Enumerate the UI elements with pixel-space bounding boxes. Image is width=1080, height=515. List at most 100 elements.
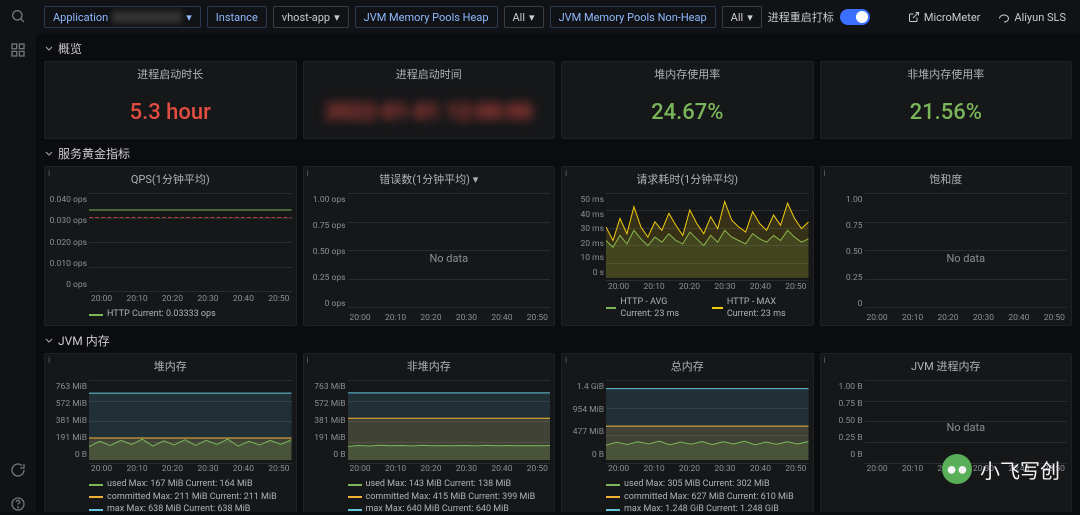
x-tick: 20:40 xyxy=(491,313,512,323)
switch-on[interactable] xyxy=(840,9,870,25)
sls-link[interactable]: Aliyun SLS xyxy=(992,9,1072,26)
heap-all-chip[interactable]: All▾ xyxy=(504,6,544,28)
info-icon[interactable]: i xyxy=(307,356,309,366)
chevron-down-icon: ▾ xyxy=(334,11,340,24)
y-tick: 0 B xyxy=(592,450,604,460)
x-tick: 20:40 xyxy=(491,464,512,474)
instance-value-chip[interactable]: vhost-app▾ xyxy=(273,6,349,28)
x-tick: 20:10 xyxy=(902,464,923,474)
y-tick: 0.25 ops xyxy=(313,273,346,283)
y-tick: 30 ms xyxy=(580,224,604,234)
stat-value-blurred: 2022-01-01 12:00:00 xyxy=(325,100,532,125)
x-tick: 20:00 xyxy=(608,464,629,474)
section-jvm-mem[interactable]: JVM 内存 xyxy=(44,326,1072,353)
search-icon[interactable] xyxy=(10,8,26,24)
micrometer-link[interactable]: MicroMeter xyxy=(902,9,987,26)
y-tick: 0.020 ops xyxy=(50,238,87,248)
x-tick: 20:50 xyxy=(1044,464,1065,474)
chart-panel: i饱和度1.000.750.500.250No data20:0020:1020… xyxy=(820,166,1073,326)
legend-text: HTTP - MAX Current: 23 ms xyxy=(727,296,809,321)
x-tick: 20:20 xyxy=(937,464,958,474)
help-icon[interactable] xyxy=(10,496,26,512)
legend-text: used Max: 167 MiB Current: 164 MiB xyxy=(107,478,253,491)
x-tick: 20:30 xyxy=(973,464,994,474)
y-tick: 0 B xyxy=(333,450,345,460)
stat-uptime: 进程启动时长 5.3 hour xyxy=(44,61,297,139)
chevron-down-icon: ▾ xyxy=(529,11,535,24)
x-tick: 20:30 xyxy=(456,313,477,323)
x-tick: 20:40 xyxy=(1008,464,1029,474)
section-overview[interactable]: 概览 xyxy=(44,34,1072,61)
info-icon[interactable]: i xyxy=(824,169,826,179)
no-data-label: No data xyxy=(865,193,1068,323)
panel-title: 饱和度 xyxy=(929,173,962,186)
x-tick: 20:50 xyxy=(785,282,806,292)
plot-area: No data20:0020:1020:2020:3020:4020:50 xyxy=(348,193,551,323)
refresh-icon[interactable] xyxy=(10,462,26,478)
x-tick: 20:10 xyxy=(643,464,664,474)
dashboard-content: 概览 进程启动时长 5.3 hour 进程启动时间 2022-01-01 12:… xyxy=(36,34,1080,512)
plot-area: 20:0020:1020:2020:3020:4020:50 xyxy=(89,380,292,474)
info-icon[interactable]: i xyxy=(824,356,826,366)
x-tick: 20:10 xyxy=(643,282,664,292)
y-tick: 572 MiB xyxy=(56,399,87,409)
no-data-label: No data xyxy=(348,193,551,323)
section-golden[interactable]: 服务黄金指标 xyxy=(44,139,1072,166)
info-icon[interactable]: i xyxy=(565,169,567,179)
plot-area: No data20:0020:1020:2020:3020:4020:50 xyxy=(865,193,1068,323)
chart-panel: i总内存1.4 GiB954 MiB477 MiB0 B20:0020:1020… xyxy=(561,353,814,512)
chart-panel: i请求耗时(1分钟平均)50 ms40 ms30 ms20 ms10 ms0 s… xyxy=(561,166,814,326)
stat-value: 5.3 hour xyxy=(130,100,211,125)
apps-icon[interactable] xyxy=(10,42,26,58)
nonheap-pools-chip[interactable]: JVM Memory Pools Non-Heap xyxy=(550,6,716,28)
y-tick: 381 MiB xyxy=(56,416,87,426)
x-tick: 20:50 xyxy=(268,294,289,304)
stat-title: 堆内存使用率 xyxy=(654,68,720,81)
legend-text: committed Max: 627 MiB Current: 610 MiB xyxy=(624,491,794,504)
y-tick: 0.75 xyxy=(846,221,863,231)
x-tick: 20:10 xyxy=(385,464,406,474)
app-chip[interactable]: Application▾ xyxy=(44,6,201,28)
y-tick: 0.50 xyxy=(846,247,863,257)
y-tick: 0.50 ops xyxy=(313,247,346,257)
x-tick: 20:00 xyxy=(350,464,371,474)
y-tick: 1.00 ops xyxy=(313,195,346,205)
x-tick: 20:10 xyxy=(385,313,406,323)
stat-nonheap-usage: 非堆内存使用率 21.56% xyxy=(820,61,1073,139)
info-icon[interactable]: i xyxy=(48,356,50,366)
stat-value: 21.56% xyxy=(910,100,982,125)
x-tick: 20:10 xyxy=(902,313,923,323)
y-tick: 572 MiB xyxy=(314,399,345,409)
y-tick: 0.25 B xyxy=(839,433,863,443)
chevron-down-icon: ▾ xyxy=(186,11,192,24)
y-tick: 0 B xyxy=(850,450,862,460)
legend-text: committed Max: 211 MiB Current: 211 MiB xyxy=(107,491,277,504)
nonheap-all-chip[interactable]: All▾ xyxy=(722,6,762,28)
y-tick: 1.4 GiB xyxy=(577,382,604,392)
instance-chip[interactable]: Instance xyxy=(207,6,267,28)
chevron-down-icon: ▾ xyxy=(747,11,753,24)
stat-heap-usage: 堆内存使用率 24.67% xyxy=(561,61,814,139)
panel-title: 错误数(1分钟平均) ▾ xyxy=(379,173,478,186)
x-tick: 20:30 xyxy=(714,464,735,474)
heap-pools-chip[interactable]: JVM Memory Pools Heap xyxy=(355,6,498,28)
restart-toggle[interactable]: 进程重启打标 xyxy=(768,9,870,25)
chart-panel: iQPS(1分钟平均)0.040 ops0.030 ops0.020 ops0.… xyxy=(44,166,297,326)
y-tick: 763 MiB xyxy=(56,382,87,392)
y-axis: 1.00 B0.75 B0.50 B0.25 B0 B xyxy=(823,380,865,474)
info-icon[interactable]: i xyxy=(307,169,309,179)
legend-text: max Max: 640 MiB Current: 640 MiB xyxy=(366,503,509,512)
stat-value: 24.67% xyxy=(651,100,723,125)
info-icon[interactable]: i xyxy=(565,356,567,366)
y-tick: 0.040 ops xyxy=(50,195,87,205)
x-tick: 20:30 xyxy=(456,464,477,474)
x-tick: 20:20 xyxy=(420,313,441,323)
y-axis: 1.4 GiB954 MiB477 MiB0 B xyxy=(564,380,606,474)
y-axis: 50 ms40 ms30 ms20 ms10 ms0 s xyxy=(564,193,606,292)
info-icon[interactable]: i xyxy=(48,169,50,179)
y-axis: 763 MiB572 MiB381 MiB191 MiB0 B xyxy=(47,380,89,474)
x-tick: 20:30 xyxy=(973,313,994,323)
y-axis: 763 MiB572 MiB381 MiB191 MiB0 B xyxy=(306,380,348,474)
y-tick: 0.75 ops xyxy=(313,221,346,231)
x-tick: 20:40 xyxy=(750,282,771,292)
